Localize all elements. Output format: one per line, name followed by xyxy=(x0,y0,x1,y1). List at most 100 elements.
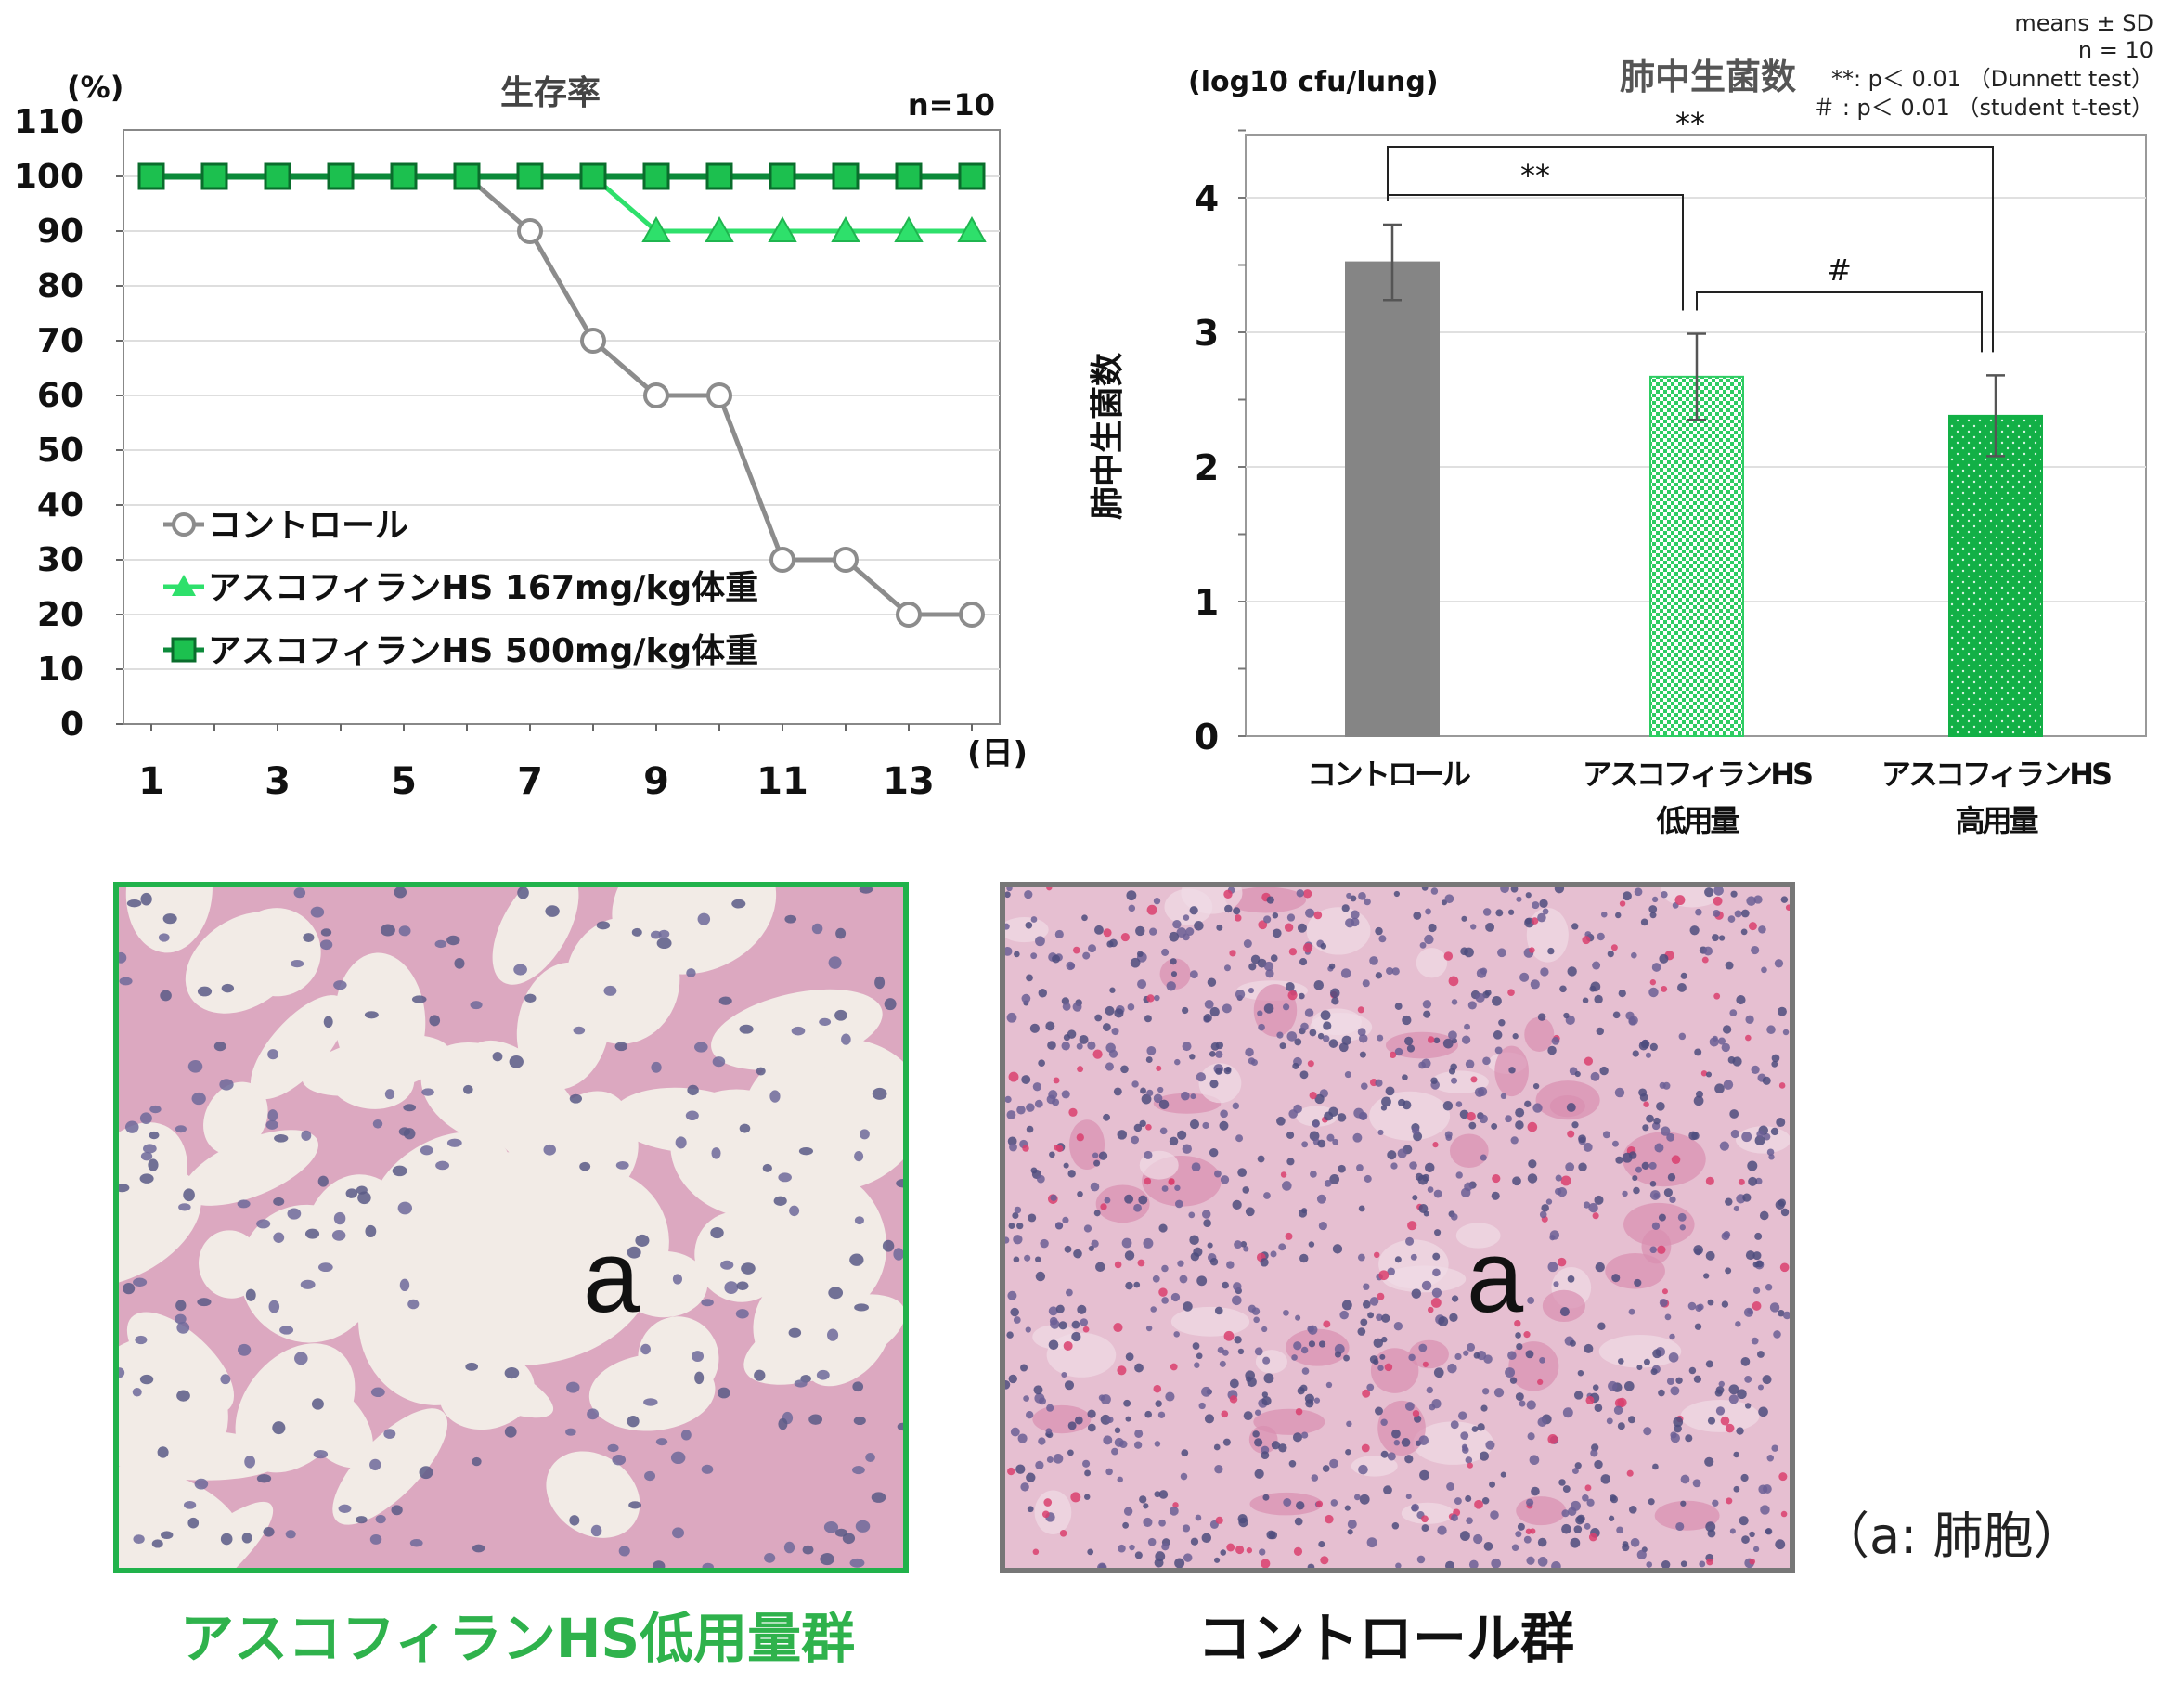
cell-nucleus xyxy=(1688,1131,1698,1141)
cell-nucleus xyxy=(1272,928,1282,938)
cell-nucleus xyxy=(1309,1029,1317,1037)
cell-nucleus xyxy=(1634,1278,1642,1287)
cell-nucleus xyxy=(1202,1210,1211,1219)
cell-nucleus xyxy=(1545,1198,1553,1205)
cell-nucleus xyxy=(191,1092,206,1106)
cell-nucleus xyxy=(391,1505,403,1516)
survival-point-low-dose xyxy=(831,215,860,242)
cell-nucleus xyxy=(1304,1393,1314,1404)
tissue-patch xyxy=(1535,1080,1600,1120)
tissue-patch xyxy=(1255,1350,1287,1374)
cell-nucleus xyxy=(754,1369,766,1381)
cell-nucleus xyxy=(1248,963,1257,971)
survival-point-control xyxy=(517,218,543,244)
cell-nucleus xyxy=(680,1430,692,1441)
cell-nucleus xyxy=(175,1125,187,1133)
cell-nucleus xyxy=(1341,904,1350,912)
cell-nucleus xyxy=(1771,1444,1778,1452)
survival-point-low-dose xyxy=(768,215,797,242)
cell-nucleus xyxy=(1189,1235,1199,1245)
cell-nucleus xyxy=(1222,1281,1229,1289)
tissue-patch xyxy=(1170,1306,1250,1337)
cell-nucleus xyxy=(1133,1441,1143,1449)
cell-nucleus xyxy=(419,1466,433,1480)
cell-nucleus xyxy=(1736,994,1746,1005)
cell-nucleus xyxy=(1189,906,1198,915)
cell-nucleus xyxy=(1061,1090,1070,1099)
cell-nucleus xyxy=(1082,1326,1090,1333)
cell-nucleus xyxy=(1785,904,1790,912)
cell-nucleus xyxy=(1052,1098,1060,1106)
cell-nucleus xyxy=(1063,1033,1071,1042)
cell-nucleus xyxy=(1046,1404,1054,1412)
cell-nucleus xyxy=(1457,1411,1467,1420)
cell-nucleus xyxy=(1594,994,1603,1004)
cell-nucleus xyxy=(1505,1115,1512,1123)
cell-nucleus xyxy=(739,1024,754,1034)
survival-y-tick-label: 10 xyxy=(37,651,84,689)
cell-nucleus xyxy=(1760,1505,1770,1515)
cell-nucleus xyxy=(1401,1438,1411,1447)
cell-nucleus xyxy=(1510,1136,1519,1145)
cell-nucleus xyxy=(1542,908,1549,915)
survival-point-high-dose xyxy=(769,162,796,190)
cell-nucleus xyxy=(717,1387,730,1399)
cell-nucleus xyxy=(1582,997,1589,1003)
cell-nucleus xyxy=(1033,1385,1043,1395)
cell-nucleus xyxy=(1659,1298,1668,1307)
cell-nucleus xyxy=(1049,1151,1055,1158)
cell-nucleus xyxy=(1292,1432,1302,1443)
cell-nucleus xyxy=(1202,1121,1209,1130)
cell-nucleus xyxy=(1343,1354,1350,1362)
cell-nucleus xyxy=(1402,1015,1412,1026)
cell-nucleus xyxy=(1530,979,1540,990)
cell-nucleus xyxy=(1695,1304,1703,1313)
cell-nucleus xyxy=(1340,968,1351,978)
cell-nucleus xyxy=(1358,891,1366,900)
cell-nucleus xyxy=(1571,1121,1579,1129)
cell-nucleus xyxy=(370,1387,385,1398)
cell-nucleus xyxy=(1394,1003,1403,1010)
cell-nucleus xyxy=(1362,979,1370,988)
cell-nucleus xyxy=(1360,1082,1368,1090)
cell-nucleus xyxy=(429,1015,441,1027)
cell-nucleus xyxy=(1562,1407,1573,1418)
cell-nucleus xyxy=(1526,1400,1536,1410)
survival-x-tick-label: 11 xyxy=(756,760,808,803)
cell-nucleus xyxy=(407,1299,420,1310)
cell-nucleus xyxy=(1203,1219,1211,1227)
cell-nucleus xyxy=(1648,987,1659,998)
alveolar-space xyxy=(465,1040,592,1183)
cell-nucleus xyxy=(685,1110,699,1121)
cell-nucleus xyxy=(1573,1525,1583,1533)
cell-nucleus xyxy=(317,1262,333,1273)
cell-nucleus xyxy=(1558,1479,1566,1486)
cell-nucleus xyxy=(1350,917,1360,927)
cell-nucleus xyxy=(1181,1449,1189,1457)
cell-nucleus xyxy=(1778,1472,1788,1482)
cell-nucleus xyxy=(1307,1060,1314,1068)
cell-nucleus xyxy=(1464,1182,1473,1192)
cell-nucleus xyxy=(1733,1205,1739,1212)
cell-nucleus xyxy=(543,1144,556,1156)
cell-nucleus xyxy=(1751,1065,1760,1074)
cell-nucleus xyxy=(1636,1549,1647,1560)
cell-nucleus xyxy=(1649,1180,1657,1187)
cell-nucleus xyxy=(157,1446,169,1458)
cell-nucleus xyxy=(1098,1151,1108,1160)
cell-nucleus xyxy=(1509,1377,1518,1384)
survival-point-high-dose xyxy=(390,162,418,190)
cell-nucleus xyxy=(509,1055,524,1068)
cell-nucleus xyxy=(1658,1213,1666,1222)
cell-nucleus xyxy=(1243,1411,1253,1421)
cell-nucleus xyxy=(1485,1440,1495,1450)
cell-nucleus xyxy=(1226,1543,1235,1552)
cell-nucleus xyxy=(1566,1103,1576,1113)
cell-nucleus xyxy=(1287,990,1298,1001)
cell-nucleus xyxy=(1233,907,1241,915)
cell-nucleus xyxy=(1615,1156,1623,1164)
cell-nucleus xyxy=(142,1144,157,1154)
cell-nucleus xyxy=(1537,1557,1548,1567)
cell-nucleus xyxy=(1301,1431,1309,1439)
survival-point-low-dose xyxy=(705,215,734,242)
